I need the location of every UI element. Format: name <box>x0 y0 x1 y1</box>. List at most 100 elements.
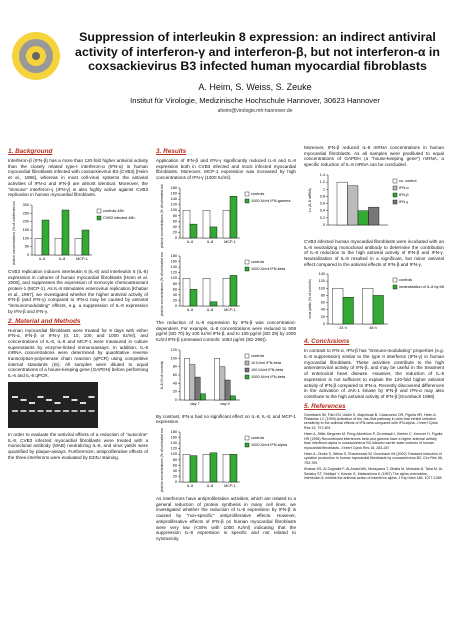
gel-band <box>37 395 44 398</box>
y-axis-label: cytokine concentrations (% of untreated … <box>160 428 164 492</box>
bar <box>184 357 190 400</box>
column: Moreover, IFN-β reduced IL-8 mRNA concen… <box>304 145 444 633</box>
gel-background <box>8 381 98 428</box>
paragraph: Interferon-β (IFN-β) has a more than 120… <box>8 158 148 198</box>
y-tick-label: 100 <box>23 236 29 240</box>
y-tick-label: 40 <box>173 293 177 297</box>
bar <box>189 288 198 307</box>
legend-swatch <box>244 266 250 272</box>
bar <box>230 395 236 400</box>
legend-swatch <box>392 199 398 205</box>
bar <box>214 357 220 400</box>
y-tick-label: 0 <box>175 304 177 308</box>
y-tick-label: 40 <box>173 381 177 385</box>
x-tick-label: IL-6 <box>187 308 194 312</box>
bar <box>332 288 344 325</box>
y-tick-label: 100 <box>171 452 177 456</box>
gel-band <box>12 395 18 398</box>
y-tick-label: 120 <box>319 279 325 283</box>
legend-swatch <box>244 259 250 265</box>
paragraph: CVB3 replication induces interleukin 6 (… <box>8 268 148 314</box>
legend-label: 10 IU/ml IFN-beta <box>251 361 282 365</box>
bar <box>368 206 380 226</box>
y-tick-label: 60 <box>173 287 177 291</box>
x-tick-label: 48 h <box>369 326 376 330</box>
legend-swatch <box>96 208 102 214</box>
bar <box>209 301 218 307</box>
gel-band <box>80 409 86 412</box>
figure: IL-8 (% of controls) 0 20 40 60 80 100 120 day 7… <box>160 348 286 406</box>
legend-label: co. control <box>399 179 417 183</box>
y-tick-label: 80 <box>173 364 177 368</box>
x-tick-label: IL-8 <box>207 484 214 488</box>
section-heading: 5. References <box>304 402 346 410</box>
y-axis-label: cytokine concentrations (% of uninfected… <box>12 201 16 265</box>
y-tick-label: 60 <box>173 219 177 223</box>
x-tick-label: IL-8 <box>59 257 66 261</box>
paragraph: As interferons have antiproliferative ac… <box>156 496 296 541</box>
y-tick-label: 0 <box>323 223 325 227</box>
gel-band <box>80 401 86 404</box>
logo-core <box>32 52 40 60</box>
bar <box>222 209 231 239</box>
y-tick-label: 20 <box>173 230 177 234</box>
legend-swatch <box>244 198 250 204</box>
bar <box>222 454 231 483</box>
paragraph: In order to evaluate the antiviral effec… <box>8 431 148 460</box>
y-tick-label: 60 <box>173 463 177 467</box>
reference: Heim A, Zeuke S, Weiss S, Ruschewski W, … <box>304 451 443 465</box>
y-tick-label: 80 <box>173 214 177 218</box>
y-tick-label: 140 <box>171 197 177 201</box>
bar <box>209 452 218 483</box>
legend-label: controls <box>251 260 264 264</box>
y-tick-label: 80 <box>173 458 177 462</box>
legend-label: 1000 IU/ml IFN-beta <box>251 267 286 271</box>
paragraph: Moreover, IFN-β reduced IL-8 mRNA concen… <box>304 145 444 168</box>
y-tick-label: 180 <box>171 430 177 434</box>
legend-label: IFN-γ <box>399 200 408 204</box>
gel-band <box>63 395 69 398</box>
y-tick-label: 120 <box>171 202 177 206</box>
legend-swatch <box>392 185 398 191</box>
legend-label: 1000 IU/ml IFN-alpha <box>251 443 288 447</box>
legend-swatch <box>244 442 250 448</box>
y-tick-label: 20 <box>173 389 177 393</box>
paragraph: Human myocardial fibroblasts were treate… <box>8 327 148 379</box>
y-tick-label: 20 <box>173 474 177 478</box>
bar <box>74 238 83 256</box>
y-axis-label: cytokine concentrations (% of untreated … <box>160 252 164 316</box>
y-axis-label: IL-8 (% of controls) <box>160 360 164 389</box>
y-axis-label: virus yields (% of controls) <box>308 280 312 320</box>
gel-band <box>71 409 78 412</box>
bar <box>347 185 359 226</box>
y-tick-label: 120 <box>171 270 177 274</box>
bar <box>372 295 384 325</box>
y-tick-label: 160 <box>171 259 177 263</box>
y-tick-label: 150 <box>23 228 29 232</box>
y-tick-label: 0 <box>27 253 29 257</box>
y-tick-label: 0 <box>323 322 325 326</box>
legend-label: 1000 IU/ml IFN-beta <box>251 375 286 379</box>
legend-label: IFN-β <box>399 193 409 197</box>
y-axis-label: cytokine concentrations (% of untreated … <box>160 184 164 248</box>
figure: Lu (IL-8 mRNA) 0 0.2 0.4 0.6 0.8 1 1.2 1.4 co. co… <box>308 173 417 227</box>
paragraph: Application of IFN-β and IFN-γ significa… <box>156 158 296 181</box>
y-tick-label: 60 <box>173 373 177 377</box>
bar <box>224 379 231 400</box>
section-heading: 1. Background <box>8 148 53 155</box>
section-heading: 2. Material and Methods <box>8 317 81 325</box>
y-tick-label: 0 <box>175 236 177 240</box>
bar <box>81 229 90 256</box>
bar <box>219 366 226 400</box>
figure: cytokine concentrations (% of untreated … <box>160 252 286 316</box>
y-axis-label: Lu (IL-8 mRNA) <box>308 188 312 212</box>
gel-band <box>46 398 52 401</box>
figure: virus yields (% of controls) 0 20 40 60 80 100… <box>308 272 444 330</box>
legend-swatch <box>392 178 398 184</box>
y-tick-label: 40 <box>321 308 325 312</box>
section-heading: 4. Conclusions <box>304 338 350 346</box>
x-tick-label: MCP-1 <box>224 240 236 244</box>
bar <box>336 181 348 226</box>
gel-band <box>29 409 35 412</box>
